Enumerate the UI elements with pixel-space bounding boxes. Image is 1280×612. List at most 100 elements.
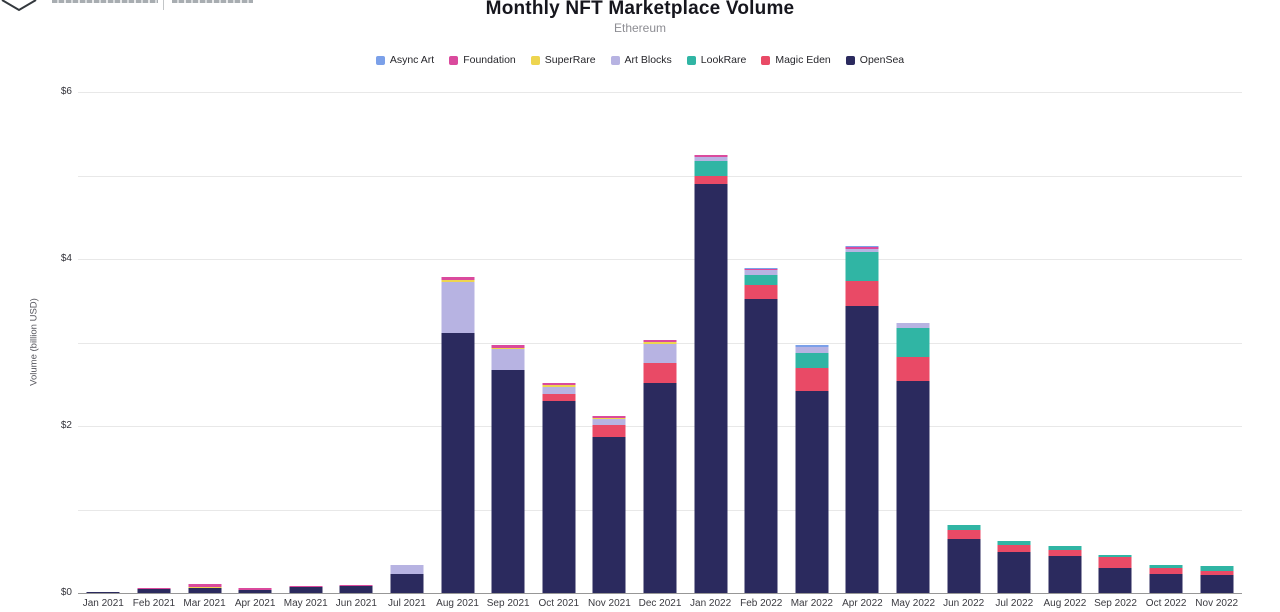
- bar-segment-art-blocks[interactable]: [694, 157, 728, 161]
- bar-segment-opensea[interactable]: [744, 299, 778, 593]
- bar-segment-art-blocks[interactable]: [744, 269, 778, 275]
- x-tick-label: Dec 2021: [638, 598, 682, 609]
- bar-segment-opensea[interactable]: [845, 305, 879, 593]
- bar-segment-lookrare[interactable]: [947, 524, 981, 530]
- bar-segment-lookrare[interactable]: [1048, 546, 1082, 550]
- bar-segment-async-art[interactable]: [845, 245, 879, 248]
- bar-segment-opensea[interactable]: [238, 589, 272, 593]
- bar-segment-magic-eden[interactable]: [542, 394, 576, 401]
- bar-segment-superrare[interactable]: [491, 347, 525, 350]
- bar-segment-art-blocks[interactable]: [390, 565, 424, 574]
- bar-segment-magic-eden[interactable]: [592, 425, 626, 437]
- legend-item-opensea[interactable]: OpenSea: [845, 54, 904, 66]
- bar-segment-opensea[interactable]: [1149, 573, 1183, 593]
- bar-segment-foundation[interactable]: [188, 583, 222, 588]
- bar-segment-magic-eden[interactable]: [845, 280, 879, 306]
- legend-label: Magic Eden: [775, 54, 831, 66]
- x-tick-label: Feb 2021: [132, 598, 176, 609]
- bar-segment-magic-eden[interactable]: [947, 529, 981, 539]
- bar-segment-async-art[interactable]: [896, 322, 930, 324]
- bar-segment-art-blocks[interactable]: [643, 344, 677, 364]
- bar-segment-superrare[interactable]: [188, 587, 222, 588]
- bar-segment-foundation[interactable]: [744, 269, 778, 270]
- bar-segment-opensea[interactable]: [694, 183, 728, 593]
- bar-segment-magic-eden[interactable]: [643, 363, 677, 384]
- bar-segment-superrare[interactable]: [643, 341, 677, 345]
- bar-segment-opensea[interactable]: [137, 588, 171, 593]
- bar-may-2021: [289, 586, 323, 593]
- bar-segment-magic-eden[interactable]: [744, 284, 778, 300]
- bar-segment-opensea[interactable]: [542, 400, 576, 593]
- bar-segment-opensea[interactable]: [339, 585, 373, 593]
- bar-segment-async-art[interactable]: [744, 268, 778, 270]
- bar-segment-foundation[interactable]: [643, 340, 677, 342]
- bar-segment-lookrare[interactable]: [1098, 555, 1132, 558]
- legend-item-async-art[interactable]: Async Art: [375, 54, 434, 66]
- bar-segment-foundation[interactable]: [238, 588, 272, 590]
- bar-segment-foundation[interactable]: [491, 345, 525, 348]
- bar-feb-2022: [744, 268, 778, 593]
- bar-segment-superrare[interactable]: [542, 385, 576, 387]
- y-tick-label: $2: [60, 420, 72, 431]
- bar-segment-foundation[interactable]: [339, 584, 373, 586]
- bar-segment-magic-eden[interactable]: [1048, 549, 1082, 557]
- bar-segment-art-blocks[interactable]: [896, 323, 930, 328]
- bar-segment-magic-eden[interactable]: [1098, 557, 1132, 568]
- bar-segment-magic-eden[interactable]: [1149, 567, 1183, 574]
- bar-segment-magic-eden[interactable]: [1200, 571, 1234, 576]
- bar-segment-opensea[interactable]: [1048, 556, 1082, 593]
- bar-segment-opensea[interactable]: [795, 390, 829, 593]
- bar-segment-opensea[interactable]: [441, 333, 475, 593]
- bar-segment-foundation[interactable]: [845, 247, 879, 250]
- legend-item-foundation[interactable]: Foundation: [449, 54, 516, 66]
- bar-slot: [280, 92, 331, 593]
- bar-segment-foundation[interactable]: [592, 416, 626, 418]
- bar-segment-foundation[interactable]: [390, 564, 424, 566]
- bar-segment-opensea[interactable]: [592, 436, 626, 593]
- bar-segment-foundation[interactable]: [542, 383, 576, 386]
- bar-segment-foundation[interactable]: [289, 586, 323, 588]
- bar-slot: [1191, 92, 1242, 593]
- bar-segment-lookrare[interactable]: [1149, 565, 1183, 568]
- bar-segment-opensea[interactable]: [390, 573, 424, 593]
- bar-segment-art-blocks[interactable]: [845, 249, 879, 253]
- legend-item-magic-eden[interactable]: Magic Eden: [761, 54, 831, 66]
- bar-segment-opensea[interactable]: [1098, 567, 1132, 593]
- bar-segment-art-blocks[interactable]: [441, 281, 475, 334]
- bar-segment-lookrare[interactable]: [896, 327, 930, 357]
- bar-segment-art-blocks[interactable]: [542, 386, 576, 395]
- bar-segment-magic-eden[interactable]: [896, 356, 930, 381]
- bar-segment-lookrare[interactable]: [1200, 566, 1234, 572]
- bar-segment-async-art[interactable]: [795, 345, 829, 347]
- bar-segment-opensea[interactable]: [643, 383, 677, 593]
- bar-segment-magic-eden[interactable]: [795, 368, 829, 391]
- bar-segment-art-blocks[interactable]: [491, 349, 525, 371]
- bar-segment-opensea[interactable]: [86, 592, 120, 593]
- bar-segment-lookrare[interactable]: [744, 274, 778, 285]
- bar-segment-foundation[interactable]: [137, 588, 171, 589]
- bar-segment-magic-eden[interactable]: [694, 176, 728, 184]
- bar-segment-opensea[interactable]: [188, 588, 222, 593]
- bar-segment-opensea[interactable]: [1200, 575, 1234, 593]
- legend-item-superrare[interactable]: SuperRare: [530, 54, 596, 66]
- bar-segment-lookrare[interactable]: [997, 541, 1031, 546]
- bar-segment-opensea[interactable]: [947, 538, 981, 593]
- bar-segment-opensea[interactable]: [289, 587, 323, 593]
- bar-segment-art-blocks[interactable]: [795, 346, 829, 353]
- bar-segment-foundation[interactable]: [441, 276, 475, 280]
- bar-segment-foundation[interactable]: [694, 154, 728, 158]
- bar-slot: [1090, 92, 1141, 593]
- bar-segment-opensea[interactable]: [997, 552, 1031, 593]
- bar-segment-art-blocks[interactable]: [592, 418, 626, 426]
- bar-segment-opensea[interactable]: [896, 380, 930, 593]
- bar-segment-superrare[interactable]: [441, 279, 475, 282]
- bar-segment-lookrare[interactable]: [795, 352, 829, 369]
- bar-segment-superrare[interactable]: [592, 417, 626, 419]
- bar-segment-lookrare[interactable]: [694, 160, 728, 177]
- bar-segment-opensea[interactable]: [491, 370, 525, 593]
- bar-dec-2021: [643, 340, 677, 593]
- bar-segment-lookrare[interactable]: [845, 252, 879, 281]
- legend-item-lookrare[interactable]: LookRare: [686, 54, 746, 66]
- legend-item-art-blocks[interactable]: Art Blocks: [610, 54, 672, 66]
- bar-segment-magic-eden[interactable]: [997, 545, 1031, 553]
